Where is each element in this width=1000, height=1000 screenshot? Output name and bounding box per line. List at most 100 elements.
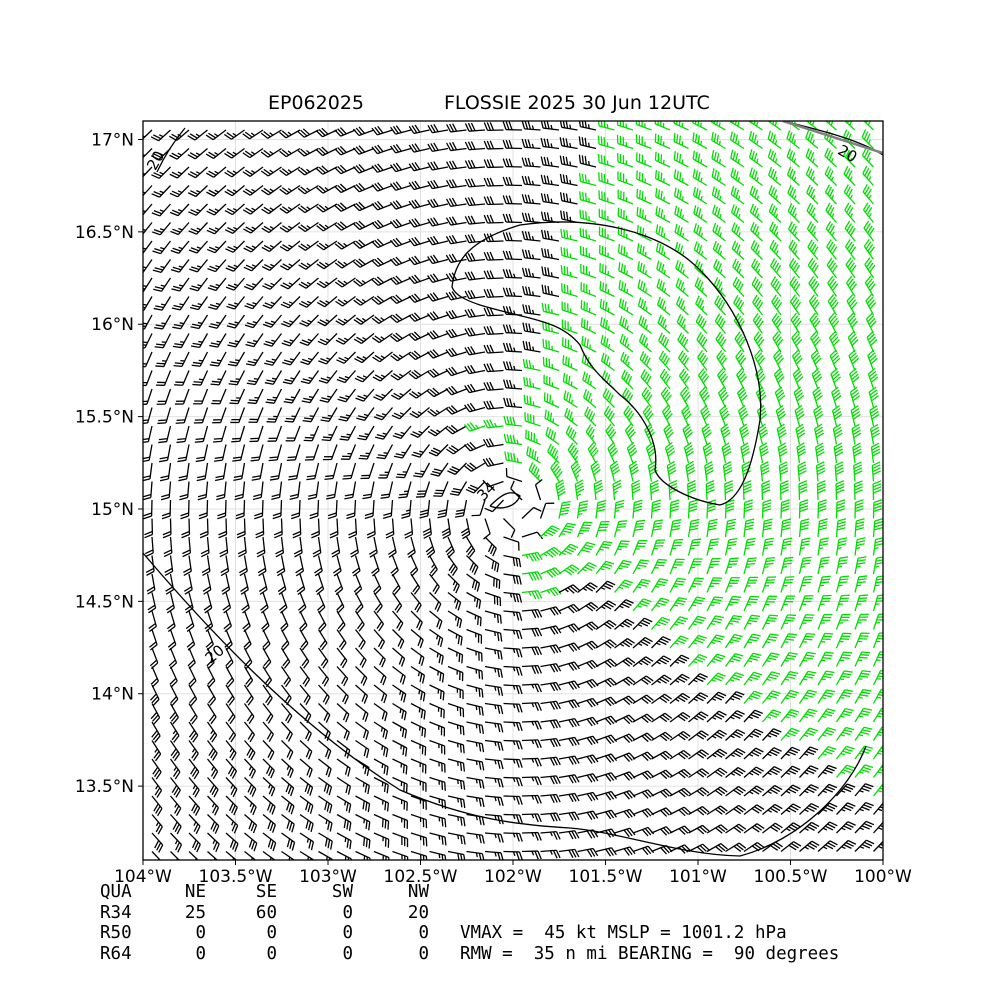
wind-barb <box>358 444 375 460</box>
wind-barb <box>504 451 523 464</box>
wind-barb <box>385 518 395 539</box>
wind-barb <box>577 773 599 783</box>
wind-barb <box>817 575 831 593</box>
wind-barb <box>427 254 449 265</box>
wind-barb <box>224 222 245 235</box>
wind-barb <box>739 423 750 445</box>
wind-barb <box>262 314 282 328</box>
wind-barb <box>560 283 578 298</box>
wind-barb <box>225 758 238 779</box>
wind-barb <box>166 592 175 614</box>
wind-barb <box>835 499 846 519</box>
wind-barb <box>831 386 842 408</box>
wind-barb <box>791 349 803 371</box>
wind-barb <box>262 758 275 779</box>
wind-barb <box>390 125 412 135</box>
wind-barb <box>209 333 227 348</box>
wind-barb <box>466 739 485 753</box>
wind-barb <box>234 481 246 501</box>
wind-barb <box>410 739 427 756</box>
wind-barb <box>163 536 173 558</box>
wind-barb <box>743 842 765 853</box>
wind-barb <box>835 594 850 612</box>
wind-barb <box>731 240 745 260</box>
wind-barb <box>374 425 394 440</box>
y-tick-label: 16.5°N <box>75 223 134 243</box>
wind-barb <box>761 537 774 556</box>
wind-barb <box>484 684 504 697</box>
wind-barb <box>466 647 483 662</box>
wind-barb <box>392 758 408 775</box>
wind-barb <box>540 681 562 692</box>
table-cell: 0 <box>266 923 277 944</box>
wind-barb <box>441 518 451 540</box>
wind-barb <box>326 481 338 500</box>
table-cell: 25 <box>184 902 206 923</box>
wind-barb <box>761 576 777 593</box>
wind-barb <box>577 810 599 820</box>
wind-barb <box>484 795 504 806</box>
wind-barb <box>143 351 153 368</box>
wind-barb <box>711 186 726 205</box>
wind-barb <box>656 296 671 316</box>
wind-barb <box>735 349 747 371</box>
wind-barb <box>408 143 430 153</box>
wind-barb <box>225 721 237 743</box>
wind-barb <box>835 575 850 593</box>
wind-barb <box>562 355 578 372</box>
wind-barb <box>357 425 375 441</box>
wind-barb <box>816 480 826 501</box>
wind-barb <box>872 745 883 760</box>
wind-barb <box>483 307 504 317</box>
wind-barb <box>559 192 578 205</box>
wind-barb <box>808 275 820 297</box>
wind-barb <box>698 368 710 390</box>
wind-barb <box>158 425 172 444</box>
wind-barb <box>614 695 636 706</box>
wind-barb <box>445 309 467 320</box>
wind-barb <box>743 709 764 723</box>
wind-barb <box>872 651 883 667</box>
wind-barb <box>632 732 654 743</box>
wind-barb <box>156 388 172 405</box>
wind-barb <box>714 295 726 316</box>
table-cell: 0 <box>342 923 353 944</box>
wind-barb <box>681 404 692 427</box>
plot-title-storm: FLOSSIE 2025 30 Jun 12UTC <box>444 92 710 114</box>
wind-barb <box>188 832 201 853</box>
wind-barb <box>339 425 357 441</box>
wind-barb <box>311 518 320 539</box>
wind-barb <box>373 592 383 614</box>
wind-barb <box>503 610 523 621</box>
wind-barb <box>521 739 542 749</box>
wind-barb <box>774 386 786 408</box>
wind-barb <box>540 211 560 224</box>
wind-barb <box>390 369 412 381</box>
wind-barb <box>503 850 523 860</box>
wind-barb <box>152 240 172 255</box>
wind-barb <box>854 801 874 815</box>
wind-barb <box>225 684 235 706</box>
wind-barb <box>373 776 389 794</box>
wind-barb <box>254 499 264 520</box>
wind-barb <box>299 314 319 327</box>
wind-barb <box>334 127 356 137</box>
wind-radii-table: QUA NE SE SW NW R34 25 60 0 20 R50 0 0 0… <box>100 882 429 964</box>
wind-barb <box>651 693 672 705</box>
table-cell: 0 <box>342 943 353 964</box>
wind-barb <box>187 166 208 179</box>
wind-barb <box>637 279 652 298</box>
wind-barb <box>175 407 190 424</box>
wind-barb <box>207 259 227 273</box>
wind-barb <box>183 555 192 577</box>
wind-barb <box>558 603 581 614</box>
wind-barb <box>570 460 582 482</box>
wind-barb <box>483 196 504 206</box>
wind-barb <box>336 666 349 687</box>
wind-barb <box>861 147 874 168</box>
wind-barb <box>595 560 615 575</box>
wind-barb <box>558 830 580 840</box>
wind-barb <box>278 592 288 614</box>
wind-barb <box>192 370 209 386</box>
wind-barb <box>706 729 728 741</box>
